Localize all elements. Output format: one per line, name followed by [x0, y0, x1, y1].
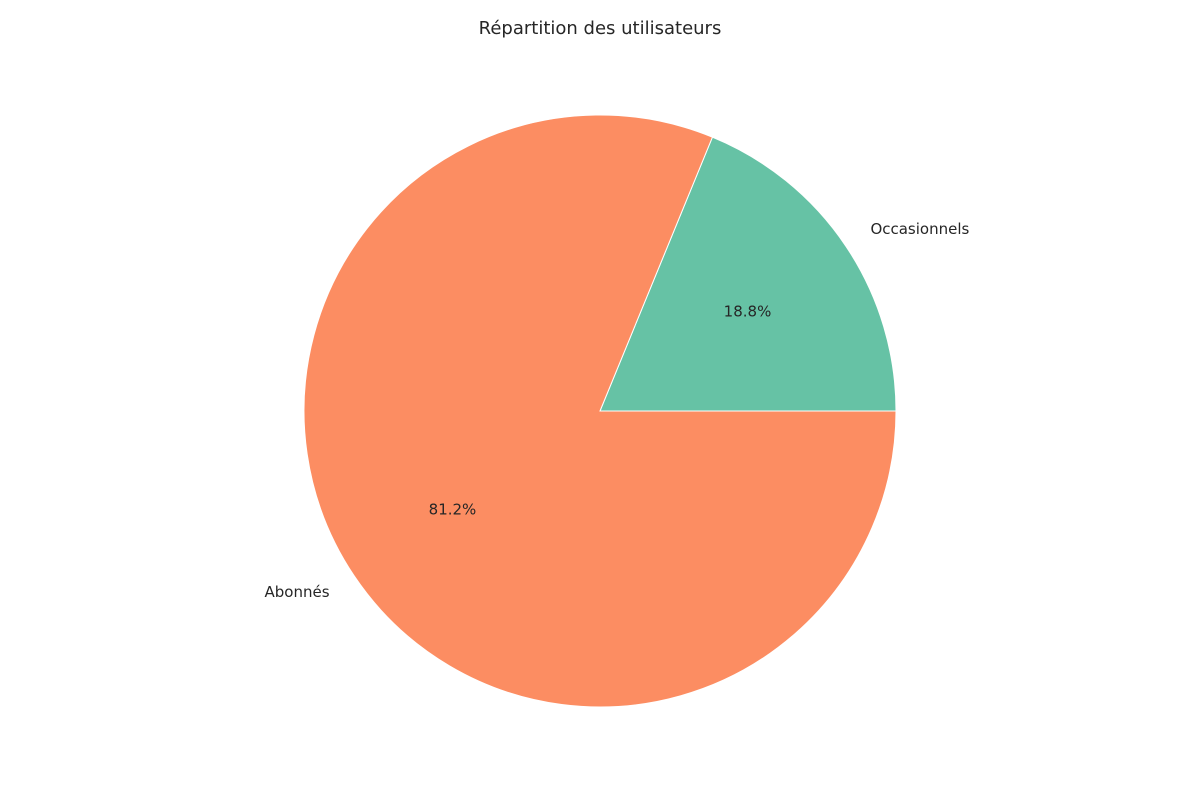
pie-slice-abonnes — [303, 114, 897, 708]
chart-title: Répartition des utilisateurs — [479, 18, 722, 39]
slice-percent-label: 18.8% — [724, 303, 772, 321]
pie-slices — [303, 114, 897, 708]
slice-label: Abonnés — [265, 583, 330, 601]
slice-label: Occasionnels — [870, 220, 969, 238]
pie-slice-occasionnels — [599, 136, 897, 412]
pie-labels: Occasionnels 18.8% Abonnés 81.2% — [265, 220, 970, 601]
slice-percent-label: 81.2% — [429, 500, 477, 518]
